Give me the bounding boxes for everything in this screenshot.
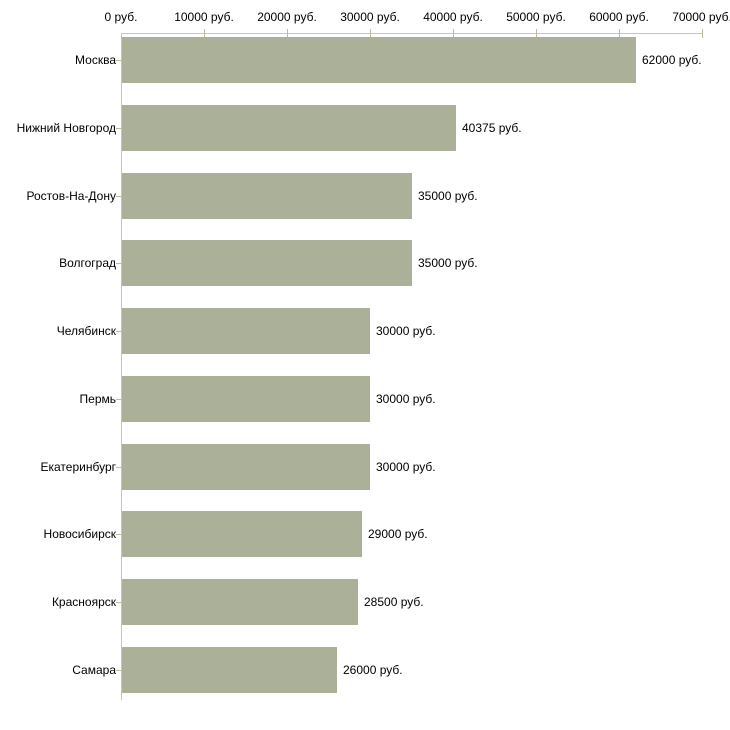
bar-value-label: 40375 руб. [462,121,522,135]
x-axis-tick-label: 0 руб. [104,10,138,24]
category-tick-mark [116,670,121,671]
y-axis-line [121,33,122,700]
bar-value-label: 26000 руб. [343,663,403,677]
category-label: Волгоград [59,256,116,270]
category-tick-mark [116,467,121,468]
x-axis-tick-mark [287,29,288,38]
category-label: Красноярск [51,595,116,609]
bar-value-label: 62000 руб. [642,53,702,67]
bar [122,511,362,557]
category-tick-mark [116,602,121,603]
bar [122,105,456,151]
bar-value-label: 30000 руб. [376,460,436,474]
x-axis-tick-label: 40000 руб. [423,10,483,24]
x-axis-tick-label: 50000 руб. [506,10,566,24]
category-tick-mark [116,128,121,129]
category-tick-mark [116,263,121,264]
x-axis-tick-mark [370,29,371,38]
category-label: Нижний Новгород [16,121,116,135]
x-axis-tick-mark [536,29,537,38]
x-axis-line [121,33,703,34]
x-axis-tick-mark [204,29,205,38]
category-label: Самара [72,663,116,677]
category-label: Москва [75,53,116,67]
category-tick-mark [116,534,121,535]
bar [122,240,412,286]
x-axis-tick-label: 20000 руб. [257,10,317,24]
bar-value-label: 30000 руб. [376,324,436,338]
x-axis-tick-label: 30000 руб. [340,10,400,24]
bar-value-label: 35000 руб. [418,189,478,203]
x-axis-tick-mark [619,29,620,38]
x-axis-tick-label: 10000 руб. [174,10,234,24]
category-label: Новосибирск [43,527,116,541]
bar [122,444,370,490]
bar [122,647,337,693]
category-tick-mark [116,60,121,61]
bar [122,173,412,219]
category-label: Ростов-На-Дону [26,189,116,203]
category-tick-mark [116,331,121,332]
bar [122,308,370,354]
category-tick-mark [116,196,121,197]
bar [122,37,636,83]
x-axis-tick-mark [453,29,454,38]
category-tick-mark [116,399,121,400]
category-label: Челябинск [56,324,116,338]
bar-value-label: 28500 руб. [364,595,424,609]
category-label: Екатеринбург [40,460,117,474]
x-axis-tick-label: 70000 руб. [672,10,730,24]
x-axis-tick-label: 60000 руб. [589,10,649,24]
bar-value-label: 30000 руб. [376,392,436,406]
bar [122,579,358,625]
category-label: Пермь [79,392,116,406]
bar-value-label: 35000 руб. [418,256,478,270]
bar [122,376,370,422]
x-axis-tick-mark [702,29,703,38]
bar-value-label: 29000 руб. [368,527,428,541]
